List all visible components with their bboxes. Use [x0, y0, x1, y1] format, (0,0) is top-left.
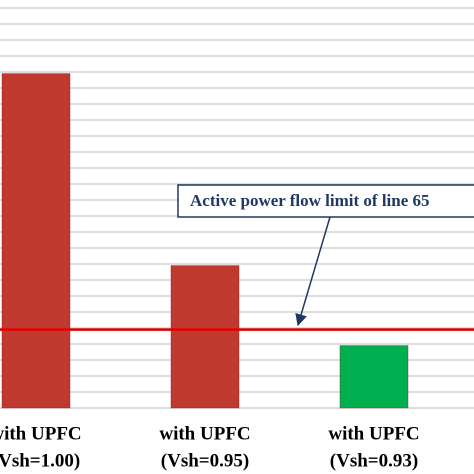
x-tick-label: with UPFC	[159, 423, 250, 444]
x-tick-label: (Vsh=0.93)	[330, 450, 418, 471]
annotation-arrow	[295, 216, 331, 327]
bar	[170, 265, 240, 409]
x-tick-label: (Vsh=0.95)	[161, 450, 249, 471]
annotation-box	[177, 184, 474, 218]
bar	[1, 73, 71, 409]
x-tick-label: with UPFC	[0, 423, 82, 444]
bar	[339, 345, 409, 409]
x-tick-label: with UPFC	[328, 423, 419, 444]
x-tick-label: (Vsh=1.00)	[0, 450, 80, 471]
annotation: Active power flow limit of line 65	[190, 191, 430, 210]
